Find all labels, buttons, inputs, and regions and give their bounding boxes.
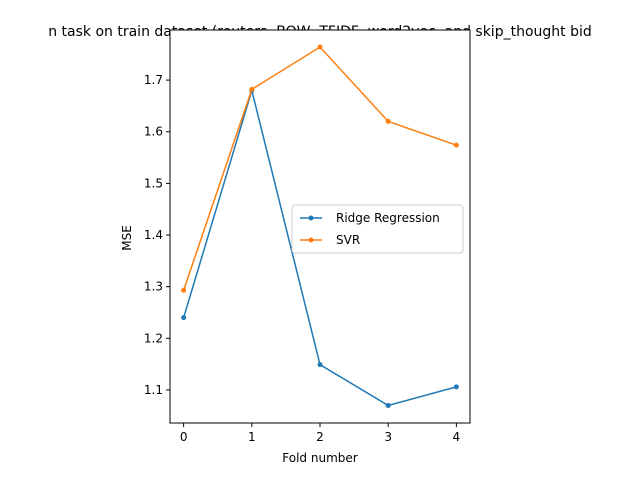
data-point-ridge-regression (453, 384, 459, 390)
x-tick-label: 3 (384, 430, 392, 444)
data-point-svr (453, 142, 459, 148)
y-tick-label: 1.7 (144, 73, 163, 87)
y-tick-label: 1.3 (144, 280, 163, 294)
x-tick-label: 1 (248, 430, 256, 444)
x-axis: 0 1 2 3 4 (180, 423, 460, 444)
data-point-svr (181, 287, 187, 293)
y-tick-label: 1.2 (144, 331, 163, 345)
data-point-svr (385, 118, 391, 124)
data-point-svr (249, 86, 255, 92)
y-tick-label: 1.6 (144, 125, 163, 139)
y-axis-label: MSE (120, 225, 134, 251)
y-tick-label: 1.5 (144, 176, 163, 190)
x-tick-label: 0 (180, 430, 188, 444)
legend-marker (308, 237, 314, 243)
x-axis-label: Fold number (282, 451, 357, 465)
data-point-ridge-regression (385, 402, 391, 408)
x-tick-label: 2 (316, 430, 324, 444)
x-tick-label: 4 (453, 430, 461, 444)
data-point-ridge-regression (317, 362, 323, 368)
data-point-svr (317, 44, 323, 50)
data-point-ridge-regression (181, 315, 187, 321)
series-layer (181, 44, 459, 408)
legend: Ridge Regression SVR (291, 204, 464, 254)
legend-label: SVR (336, 233, 360, 247)
y-tick-label: 1.4 (144, 228, 163, 242)
legend-box (291, 204, 464, 254)
legend-marker (308, 215, 314, 221)
y-tick-label: 1.1 (144, 383, 163, 397)
legend-label: Ridge Regression (336, 211, 440, 225)
y-axis: 1.1 1.2 1.3 1.4 1.5 1.6 1.7 (144, 73, 170, 397)
